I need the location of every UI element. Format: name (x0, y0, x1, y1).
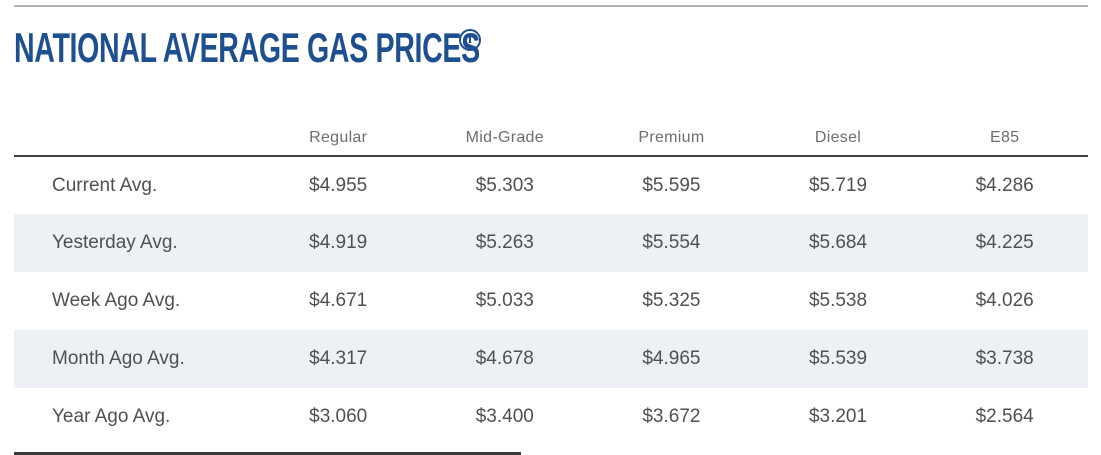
info-icon[interactable]: i (459, 29, 481, 51)
top-divider (14, 5, 1088, 7)
price-cell: $5.303 (475, 174, 534, 196)
price-cell: $3.672 (642, 406, 701, 427)
price-cell: $4.955 (309, 174, 368, 196)
table-header-row: Regular Mid-Grade Premium Diesel E85 (14, 121, 1088, 157)
price-cell: $3.400 (475, 406, 534, 427)
price-cell: $3.738 (975, 348, 1034, 369)
price-cell: $5.595 (642, 174, 701, 196)
table-row-yesterday: Yesterday Avg. $4.919 $5.263 $5.554 $5.6… (14, 214, 1088, 272)
price-cell: $3.060 (309, 406, 368, 427)
column-header-blank (14, 121, 255, 157)
price-cell: $5.263 (475, 232, 534, 253)
gas-prices-table: Regular Mid-Grade Premium Diesel E85 Cur… (14, 121, 1088, 446)
table-row-month-ago: Month Ago Avg. $4.317 $4.678 $4.965 $5.5… (14, 330, 1088, 388)
price-cell: $4.919 (309, 232, 368, 253)
price-cell: $5.554 (642, 232, 701, 253)
price-cell: $5.539 (808, 348, 868, 369)
column-header-e85: E85 (921, 121, 1088, 157)
column-header-premium: Premium (588, 121, 755, 157)
row-label: Year Ago Avg. (52, 406, 171, 427)
column-header-diesel: Diesel (754, 121, 922, 157)
price-cell: $4.678 (475, 348, 534, 369)
row-label: Week Ago Avg. (52, 290, 181, 311)
price-cell: $3.201 (808, 406, 868, 427)
table-row-current: Current Avg. $4.955 $5.303 $5.595 $5.719… (14, 156, 1088, 214)
price-cell: $4.671 (309, 290, 368, 311)
price-cell: $5.684 (808, 232, 868, 253)
price-cell: $5.325 (642, 290, 701, 311)
table-row-week-ago: Week Ago Avg. $4.671 $5.033 $5.325 $5.53… (14, 272, 1088, 330)
price-cell: $4.286 (975, 174, 1034, 196)
table-row-year-ago: Year Ago Avg. $3.060 $3.400 $3.672 $3.20… (14, 388, 1088, 446)
page-title: NATIONAL AVERAGE GAS PRICES (14, 24, 480, 71)
table-header: Regular Mid-Grade Premium Diesel E85 (14, 121, 1088, 157)
row-label: Yesterday Avg. (52, 232, 178, 253)
row-label: Current Avg. (52, 174, 158, 196)
price-cell: $4.026 (975, 290, 1034, 311)
price-cell: $5.033 (475, 290, 534, 311)
page-header: NATIONAL AVERAGE GAS PRICES i (14, 26, 481, 70)
bottom-divider (14, 452, 521, 455)
price-cell: $4.225 (975, 232, 1034, 253)
price-cell: $4.965 (642, 348, 701, 369)
row-label: Month Ago Avg. (52, 348, 185, 369)
price-cell: $4.317 (309, 348, 368, 369)
column-header-regular: Regular (254, 121, 422, 157)
column-header-midgrade: Mid-Grade (421, 121, 589, 157)
price-cell: $5.538 (808, 290, 868, 311)
price-cell: $5.719 (808, 174, 868, 196)
price-cell: $2.564 (975, 406, 1034, 427)
